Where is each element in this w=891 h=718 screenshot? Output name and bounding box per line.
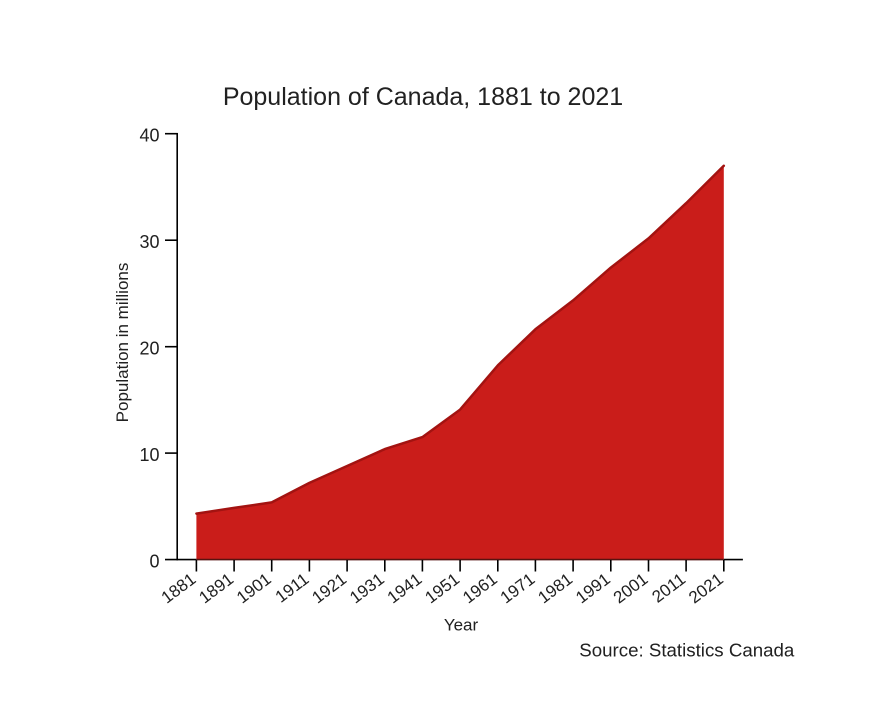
svg-text:Source: Statistics Canada: Source: Statistics Canada <box>579 640 795 661</box>
svg-text:30: 30 <box>139 232 159 252</box>
svg-text:Population of Canada, 1881 to: Population of Canada, 1881 to 2021 <box>223 83 623 111</box>
svg-text:Year: Year <box>444 616 479 635</box>
svg-text:40: 40 <box>139 126 159 146</box>
svg-text:20: 20 <box>139 339 159 359</box>
svg-text:Population in millions: Population in millions <box>113 263 132 423</box>
svg-text:10: 10 <box>139 445 159 465</box>
svg-text:0: 0 <box>149 552 159 572</box>
